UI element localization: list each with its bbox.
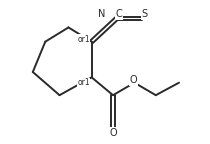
Text: or1: or1 <box>77 35 90 43</box>
Text: or1: or1 <box>77 78 90 87</box>
Text: N: N <box>98 9 105 19</box>
Text: S: S <box>141 9 147 19</box>
Text: O: O <box>130 75 137 85</box>
Text: C: C <box>116 9 123 19</box>
Text: O: O <box>109 128 117 138</box>
